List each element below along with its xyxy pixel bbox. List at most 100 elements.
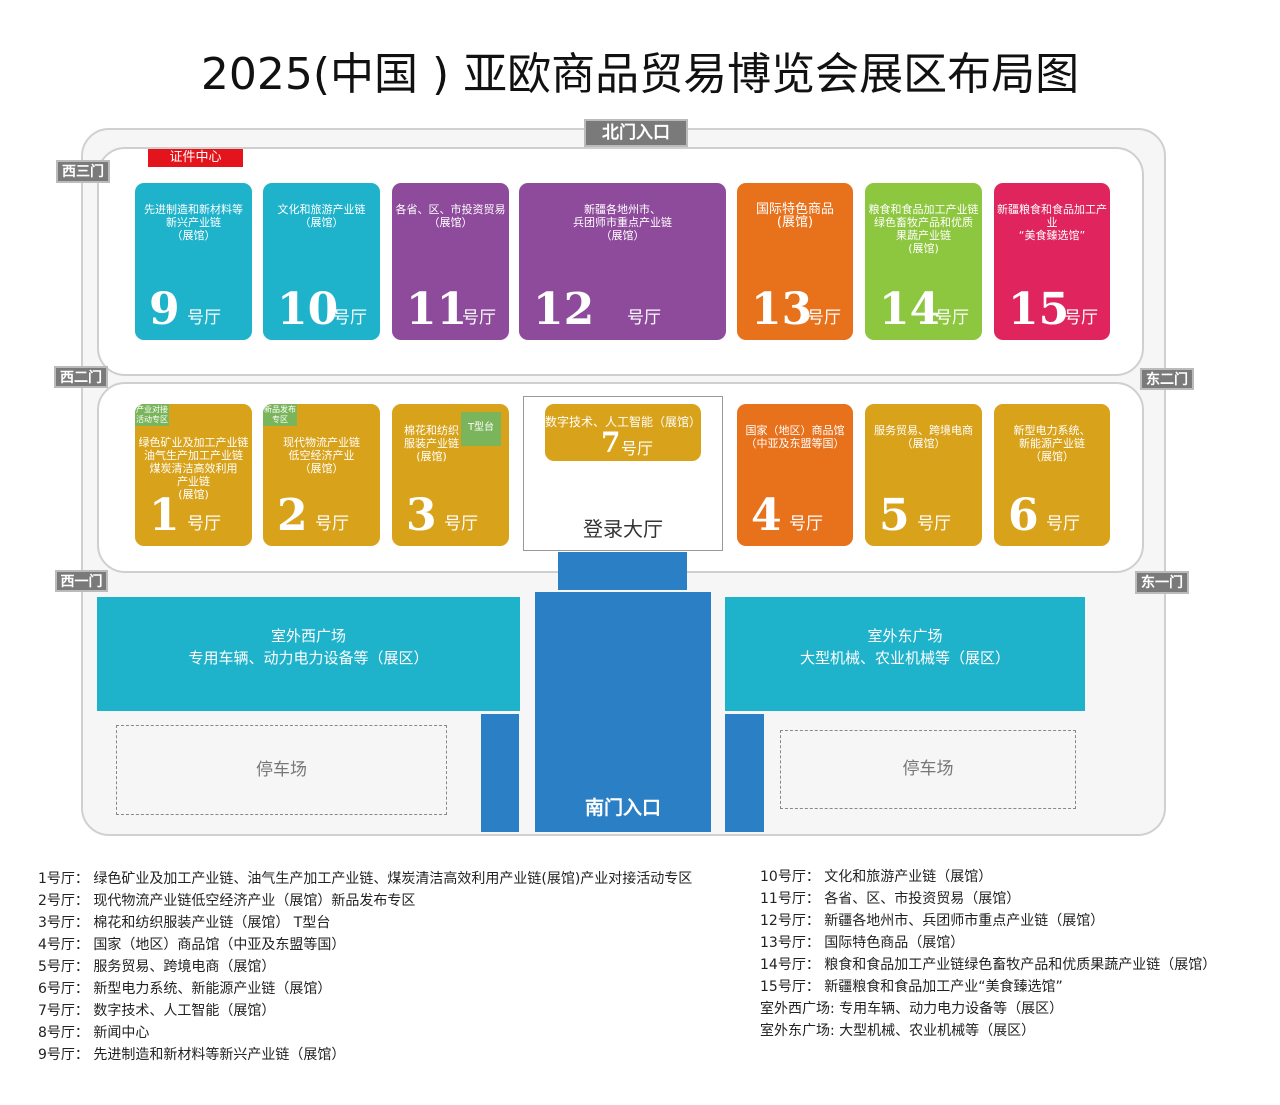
hall-number: 10 (277, 284, 339, 335)
legend-item: 7号厅： 数字技术、人工智能（展馆） (38, 1003, 276, 1019)
hall-desc: 绿色矿业及加工产业链 油气生产加工产业链 煤炭清洁高效利用 产业链 (展馆) (138, 436, 249, 501)
legend-item: 15号厅： 新疆粮食和食品加工产业“美食臻选馆” (760, 979, 1063, 995)
west-gate-1: 西一门 (55, 570, 108, 592)
hall-2[interactable]: 现代物流产业链 低空经济产业 （展馆） 2 号厅 新品发布 专区 (263, 404, 380, 546)
hall-number: 15 (1008, 284, 1070, 335)
hall-number: 9 (149, 284, 180, 335)
hall-desc: 现代物流产业链 低空经济产业 （展馆） (283, 436, 360, 475)
hall-number: 3 (406, 490, 437, 541)
west-walkway (481, 714, 519, 832)
hall-unit: 号厅 (187, 514, 221, 534)
hall-7[interactable]: 数字技术、人工智能（展馆） 7 号厅 (545, 404, 701, 461)
outdoor-east-plaza: 室外东广场 大型机械、农业机械等（展区） (725, 597, 1085, 711)
legend-item: 13号厅： 国际特色商品（展馆） (760, 935, 965, 951)
legend-item: 8号厅： 新闻中心 (38, 1025, 150, 1041)
hall-desc: 新型电力系统、 新能源产业链 （展馆） (1013, 424, 1091, 463)
hall-unit: 号厅 (917, 514, 951, 534)
south-entrance-plaza: 南门入口 (535, 592, 711, 832)
hall-unit: 号厅 (462, 308, 496, 328)
hall-15[interactable]: 新疆粮食和食品加工产业 “美食臻选馆” 15 号厅 (994, 183, 1110, 340)
legend-item: 2号厅： 现代物流产业链低空经济产业（展馆）新品发布专区 (38, 893, 416, 909)
hall-desc: 新疆粮食和食品加工产业 “美食臻选馆” (997, 203, 1107, 242)
hall-unit: 号厅 (1046, 514, 1080, 534)
hall-14[interactable]: 粮食和食品加工产业链 绿色畜牧产品和优质 果蔬产业链 (展馆) 14 号厅 (865, 183, 982, 340)
hall-7-number: 7 (601, 426, 621, 459)
hall-number: 13 (751, 284, 813, 335)
zone-tag: 新品发布 专区 (263, 404, 297, 426)
legend-right: 10号厅： 文化和旅游产业链（展馆） 11号厅： 各省、区、市投资贸易（展馆） 12… (760, 866, 1216, 1042)
hall-4[interactable]: 国家（地区）商品馆 （中亚及东盟等国） 4 号厅 (737, 404, 853, 546)
hall-number: 6 (1008, 490, 1039, 541)
hall-11[interactable]: 各省、区、市投资贸易 （展馆） 11 号厅 (392, 183, 509, 340)
outdoor-west-plaza: 室外西广场 专用车辆、动力电力设备等（展区） (97, 597, 520, 711)
legend-item: 4号厅： 国家（地区）商品馆（中亚及东盟等国） (38, 937, 346, 953)
hall-unit: 号厅 (315, 514, 349, 534)
legend-item: 11号厅： 各省、区、市投资贸易（展馆） (760, 891, 1021, 907)
hall-desc: 服务贸易、跨境电商 （展馆） (874, 424, 973, 450)
legend-item: 1号厅： 绿色矿业及加工产业链、油气生产加工产业链、煤炭清洁高效利用产业链(展馆… (38, 871, 693, 887)
certificate-center: 证件中心 (148, 149, 243, 167)
legend-item: 3号厅： 棉花和纺织服装产业链（展馆） T型台 (38, 915, 331, 931)
west-plaza-name: 室外西广场 (270, 627, 346, 645)
hall-desc: 新疆各地州市、 兵团师市重点产业链 （展馆） (573, 203, 672, 242)
west-parking: 停车场 (116, 725, 447, 815)
hall-number: 1 (149, 490, 180, 541)
hall-desc: 国际特色商品 (展馆) (755, 202, 834, 230)
hall-desc: 棉花和纺织 服装产业链 (展馆) (404, 424, 459, 463)
south-connector (558, 552, 687, 590)
west-gate-3: 西三门 (56, 160, 110, 183)
west-gate-2: 西二门 (54, 366, 108, 388)
legend-item: 室外西广场: 专用车辆、动力电力设备等（展区） (760, 1001, 1064, 1017)
zone-tag: 产业对接 活动专区 (135, 404, 169, 426)
east-plaza-desc: 大型机械、农业机械等（展区） (799, 649, 1010, 667)
hall-unit: 号厅 (627, 308, 661, 328)
east-plaza-name: 室外东广场 (867, 627, 943, 645)
legend-item: 9号厅： 先进制造和新材料等新兴产业链（展馆） (38, 1047, 346, 1063)
east-walkway (725, 714, 764, 832)
hall-unit: 号厅 (333, 308, 367, 328)
east-gate-1: 东一门 (1135, 571, 1189, 594)
legend-item: 5号厅： 服务贸易、跨境电商（展馆） (38, 959, 276, 975)
hall-1[interactable]: 绿色矿业及加工产业链 油气生产加工产业链 煤炭清洁高效利用 产业链 (展馆) 1 号… (135, 404, 252, 546)
hall-number: 2 (277, 490, 308, 541)
hall-desc: 文化和旅游产业链 （展馆） (277, 203, 366, 229)
south-gate-label: 南门入口 (584, 797, 661, 819)
hall-desc: 粮食和食品加工产业链 绿色畜牧产品和优质 果蔬产业链 (展馆) (868, 203, 979, 255)
hall-unit: 号厅 (807, 308, 841, 328)
hall-7-unit: 号厅 (621, 439, 654, 458)
north-gate: 北门入口 (584, 119, 688, 147)
page-title: 2025(中国 ) 亚欧商品贸易博览会展区布局图 (200, 49, 1080, 100)
legend-item: 12号厅： 新疆各地州市、兵团师市重点产业链（展馆） (760, 913, 1105, 929)
hall-unit: 号厅 (1064, 308, 1098, 328)
lobby-label: 登录大厅 (583, 517, 663, 541)
legend-item: 10号厅： 文化和旅游产业链（展馆） (760, 869, 993, 885)
hall-12[interactable]: 新疆各地州市、 兵团师市重点产业链 （展馆） 12 号厅 (519, 183, 726, 340)
hall-desc: 各省、区、市投资贸易 （展馆） (395, 203, 506, 229)
hall-unit: 号厅 (444, 514, 478, 534)
hall-9[interactable]: 先进制造和新材料等 新兴产业链 （展馆） 9 号厅 (135, 183, 252, 340)
legend-item: 6号厅： 新型电力系统、新能源产业链（展馆） (38, 981, 332, 997)
hall-6[interactable]: 新型电力系统、 新能源产业链 （展馆） 6 号厅 (994, 404, 1110, 546)
hall-number: 5 (879, 490, 910, 541)
legend-item: 室外东广场: 大型机械、农业机械等（展区） (760, 1023, 1036, 1039)
hall-3[interactable]: 棉花和纺织 服装产业链 (展馆) 3 号厅 T型台 (392, 404, 509, 546)
hall-13[interactable]: 国际特色商品 (展馆) 13 号厅 (737, 183, 853, 340)
hall-number: 14 (879, 284, 941, 335)
hall-desc: 国家（地区）商品馆 （中亚及东盟等国） (745, 424, 845, 450)
east-gate-2: 东二门 (1140, 368, 1194, 390)
hall-10[interactable]: 文化和旅游产业链 （展馆） 10 号厅 (263, 183, 380, 340)
hall-unit: 号厅 (935, 308, 969, 328)
hall-number: 12 (533, 284, 595, 335)
hall-unit: 号厅 (789, 514, 823, 534)
hall-unit: 号厅 (187, 308, 221, 328)
east-parking: 停车场 (780, 730, 1076, 809)
t-stage-tag: T型台 (461, 412, 501, 446)
hall-number: 11 (406, 284, 468, 335)
west-plaza-desc: 专用车辆、动力电力设备等（展区） (188, 649, 429, 667)
hall-number: 4 (751, 490, 782, 541)
legend-item: 14号厅： 粮食和食品加工产业链绿色畜牧产品和优质果蔬产业链（展馆） (760, 957, 1217, 973)
hall-desc: 先进制造和新材料等 新兴产业链 （展馆） (144, 203, 243, 242)
hall-7-desc: 数字技术、人工智能（展馆） (545, 415, 702, 429)
hall-5[interactable]: 服务贸易、跨境电商 （展馆） 5 号厅 (865, 404, 982, 546)
